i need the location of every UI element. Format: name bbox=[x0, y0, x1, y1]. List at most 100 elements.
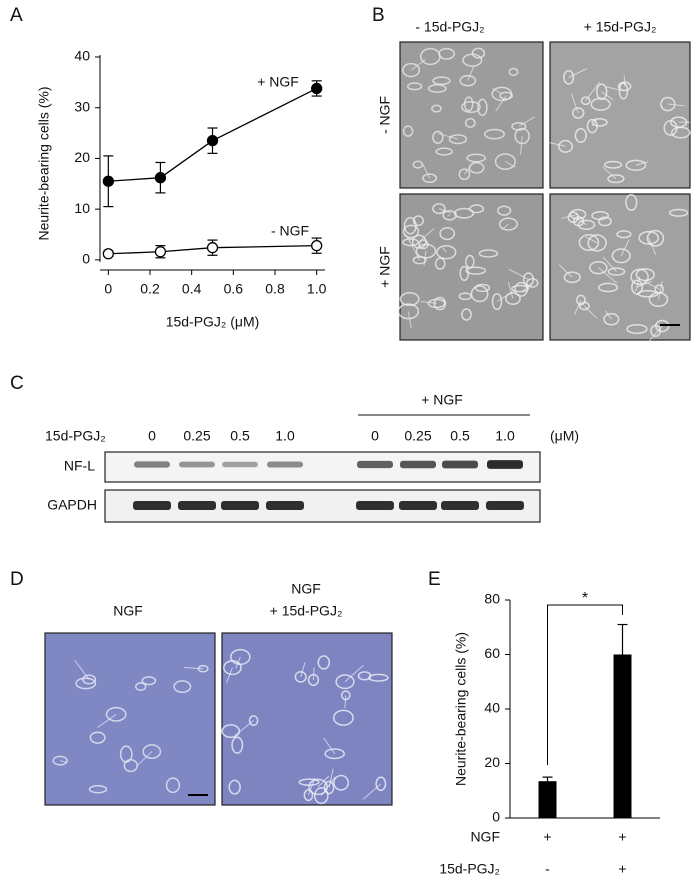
series-label: + NGF bbox=[257, 74, 299, 90]
neurite bbox=[635, 161, 649, 166]
cell bbox=[135, 682, 147, 691]
cell bbox=[470, 285, 489, 303]
cell bbox=[591, 117, 608, 127]
cell bbox=[607, 174, 625, 184]
column-header: NGF bbox=[113, 603, 143, 619]
error-bar bbox=[617, 623, 628, 655]
cell bbox=[119, 745, 133, 763]
y-tick-label: 20 bbox=[484, 754, 500, 770]
x-tick-label: 1.0 bbox=[307, 281, 327, 297]
cell bbox=[432, 130, 444, 144]
x-tick-label: 0.8 bbox=[265, 281, 285, 297]
condition-value: + bbox=[543, 829, 551, 845]
cell bbox=[514, 127, 530, 145]
x-axis-label: 15d-PGJ₂ (μM) bbox=[166, 314, 260, 330]
cell bbox=[432, 203, 446, 215]
cell bbox=[432, 76, 451, 86]
cell bbox=[82, 674, 97, 685]
y-tick-label: 20 bbox=[74, 149, 90, 165]
cell bbox=[248, 715, 259, 726]
neurite bbox=[442, 247, 447, 253]
cell bbox=[438, 47, 455, 60]
blot-band bbox=[222, 461, 258, 468]
neurite bbox=[467, 65, 475, 81]
cell bbox=[626, 323, 648, 335]
neurite bbox=[604, 86, 624, 92]
cell bbox=[505, 292, 521, 305]
data-point bbox=[206, 135, 219, 147]
cell bbox=[463, 96, 474, 112]
cell bbox=[431, 104, 442, 113]
neurite bbox=[438, 133, 459, 140]
cell bbox=[596, 83, 608, 101]
cell bbox=[591, 210, 610, 221]
cell bbox=[221, 724, 241, 739]
neurite bbox=[585, 81, 601, 102]
cell bbox=[478, 249, 499, 258]
cell bbox=[313, 787, 329, 805]
neurite bbox=[568, 67, 588, 78]
cell bbox=[317, 655, 331, 670]
blot-band bbox=[357, 460, 393, 469]
neurite bbox=[447, 214, 450, 217]
cell bbox=[578, 234, 600, 252]
cell bbox=[483, 128, 505, 140]
cell bbox=[526, 277, 539, 288]
cell bbox=[630, 268, 649, 286]
cell bbox=[88, 784, 108, 794]
cell bbox=[580, 96, 591, 106]
cell bbox=[625, 193, 638, 211]
significance-label: * bbox=[582, 590, 588, 607]
x-tick-label: 0.2 bbox=[140, 281, 160, 297]
blot-band bbox=[133, 501, 171, 510]
cell bbox=[403, 217, 417, 235]
neurite bbox=[591, 119, 598, 127]
cell bbox=[427, 84, 447, 93]
neurite bbox=[420, 301, 437, 304]
cell bbox=[625, 159, 647, 171]
neurite bbox=[501, 223, 509, 230]
neurite bbox=[496, 290, 515, 302]
cell bbox=[228, 779, 241, 795]
cell bbox=[434, 257, 446, 270]
neurite bbox=[492, 87, 503, 95]
blot-band bbox=[356, 501, 394, 510]
x-tick-label: 0.4 bbox=[182, 281, 202, 297]
cell bbox=[668, 208, 689, 217]
blot-band bbox=[178, 501, 216, 510]
neurite bbox=[418, 227, 435, 243]
y-tick-label: 30 bbox=[74, 98, 90, 114]
cell bbox=[105, 706, 127, 722]
cell bbox=[397, 303, 420, 320]
cell bbox=[469, 204, 485, 214]
cell bbox=[577, 219, 596, 231]
neurite bbox=[234, 720, 254, 737]
cell bbox=[324, 748, 345, 760]
blot-band bbox=[487, 460, 523, 469]
cell bbox=[303, 789, 314, 802]
cell bbox=[494, 153, 516, 170]
panel-label: E bbox=[428, 569, 441, 590]
neurite bbox=[438, 208, 452, 214]
neurite bbox=[636, 280, 653, 288]
x-tick-label: 0.6 bbox=[224, 281, 244, 297]
y-tick-label: 0 bbox=[492, 809, 500, 825]
dose-label: 0 bbox=[371, 428, 379, 444]
blot-band bbox=[179, 461, 215, 468]
y-tick-label: 80 bbox=[484, 591, 500, 607]
series-line bbox=[108, 245, 317, 255]
dose-label: 0.25 bbox=[183, 428, 210, 444]
condition-name: 15d-PGJ₂ bbox=[439, 861, 500, 877]
neurite bbox=[508, 268, 529, 280]
cell bbox=[308, 778, 328, 796]
neurite bbox=[410, 58, 427, 71]
column-header: - 15d-PGJ₂ bbox=[415, 19, 484, 35]
panel-label: B bbox=[372, 5, 385, 26]
data-point bbox=[206, 242, 219, 254]
cell bbox=[165, 777, 181, 794]
cell bbox=[448, 134, 468, 145]
cell bbox=[575, 294, 586, 306]
neurite bbox=[643, 280, 660, 290]
